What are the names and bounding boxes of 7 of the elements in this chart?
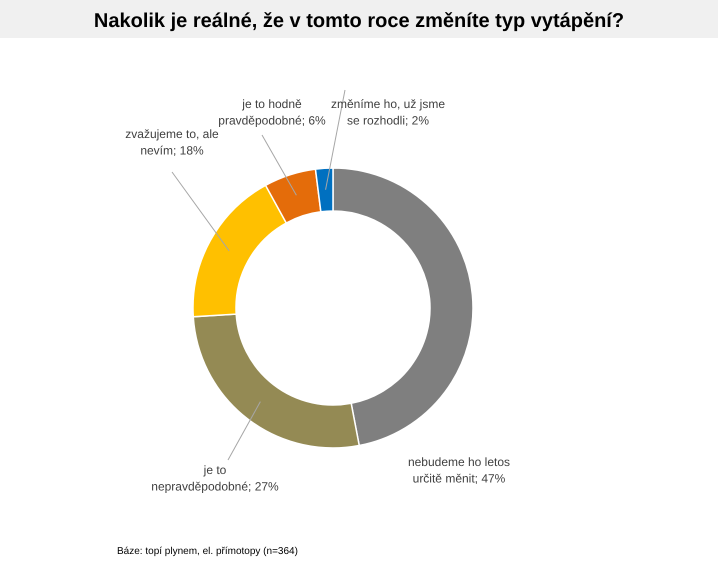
slice-label: změníme ho, už jsme se rozhodli; 2% [330,97,446,128]
slice-label: je to hodně pravděpodobné; 6% [218,97,326,128]
slice-label: je to nepravděpodobné; 27% [151,463,280,494]
slice-label: nebudeme ho letos určitě měnit; 47% [408,455,510,486]
chart-title: Nakolik je reálné, že v tomto roce změníte typ vytápění? [94,10,624,32]
slice-label: zvažujeme to, ale nevím; 18% [125,127,220,158]
text: Báze: topí plynem, el. přímotopy (n=364) [117,546,298,557]
